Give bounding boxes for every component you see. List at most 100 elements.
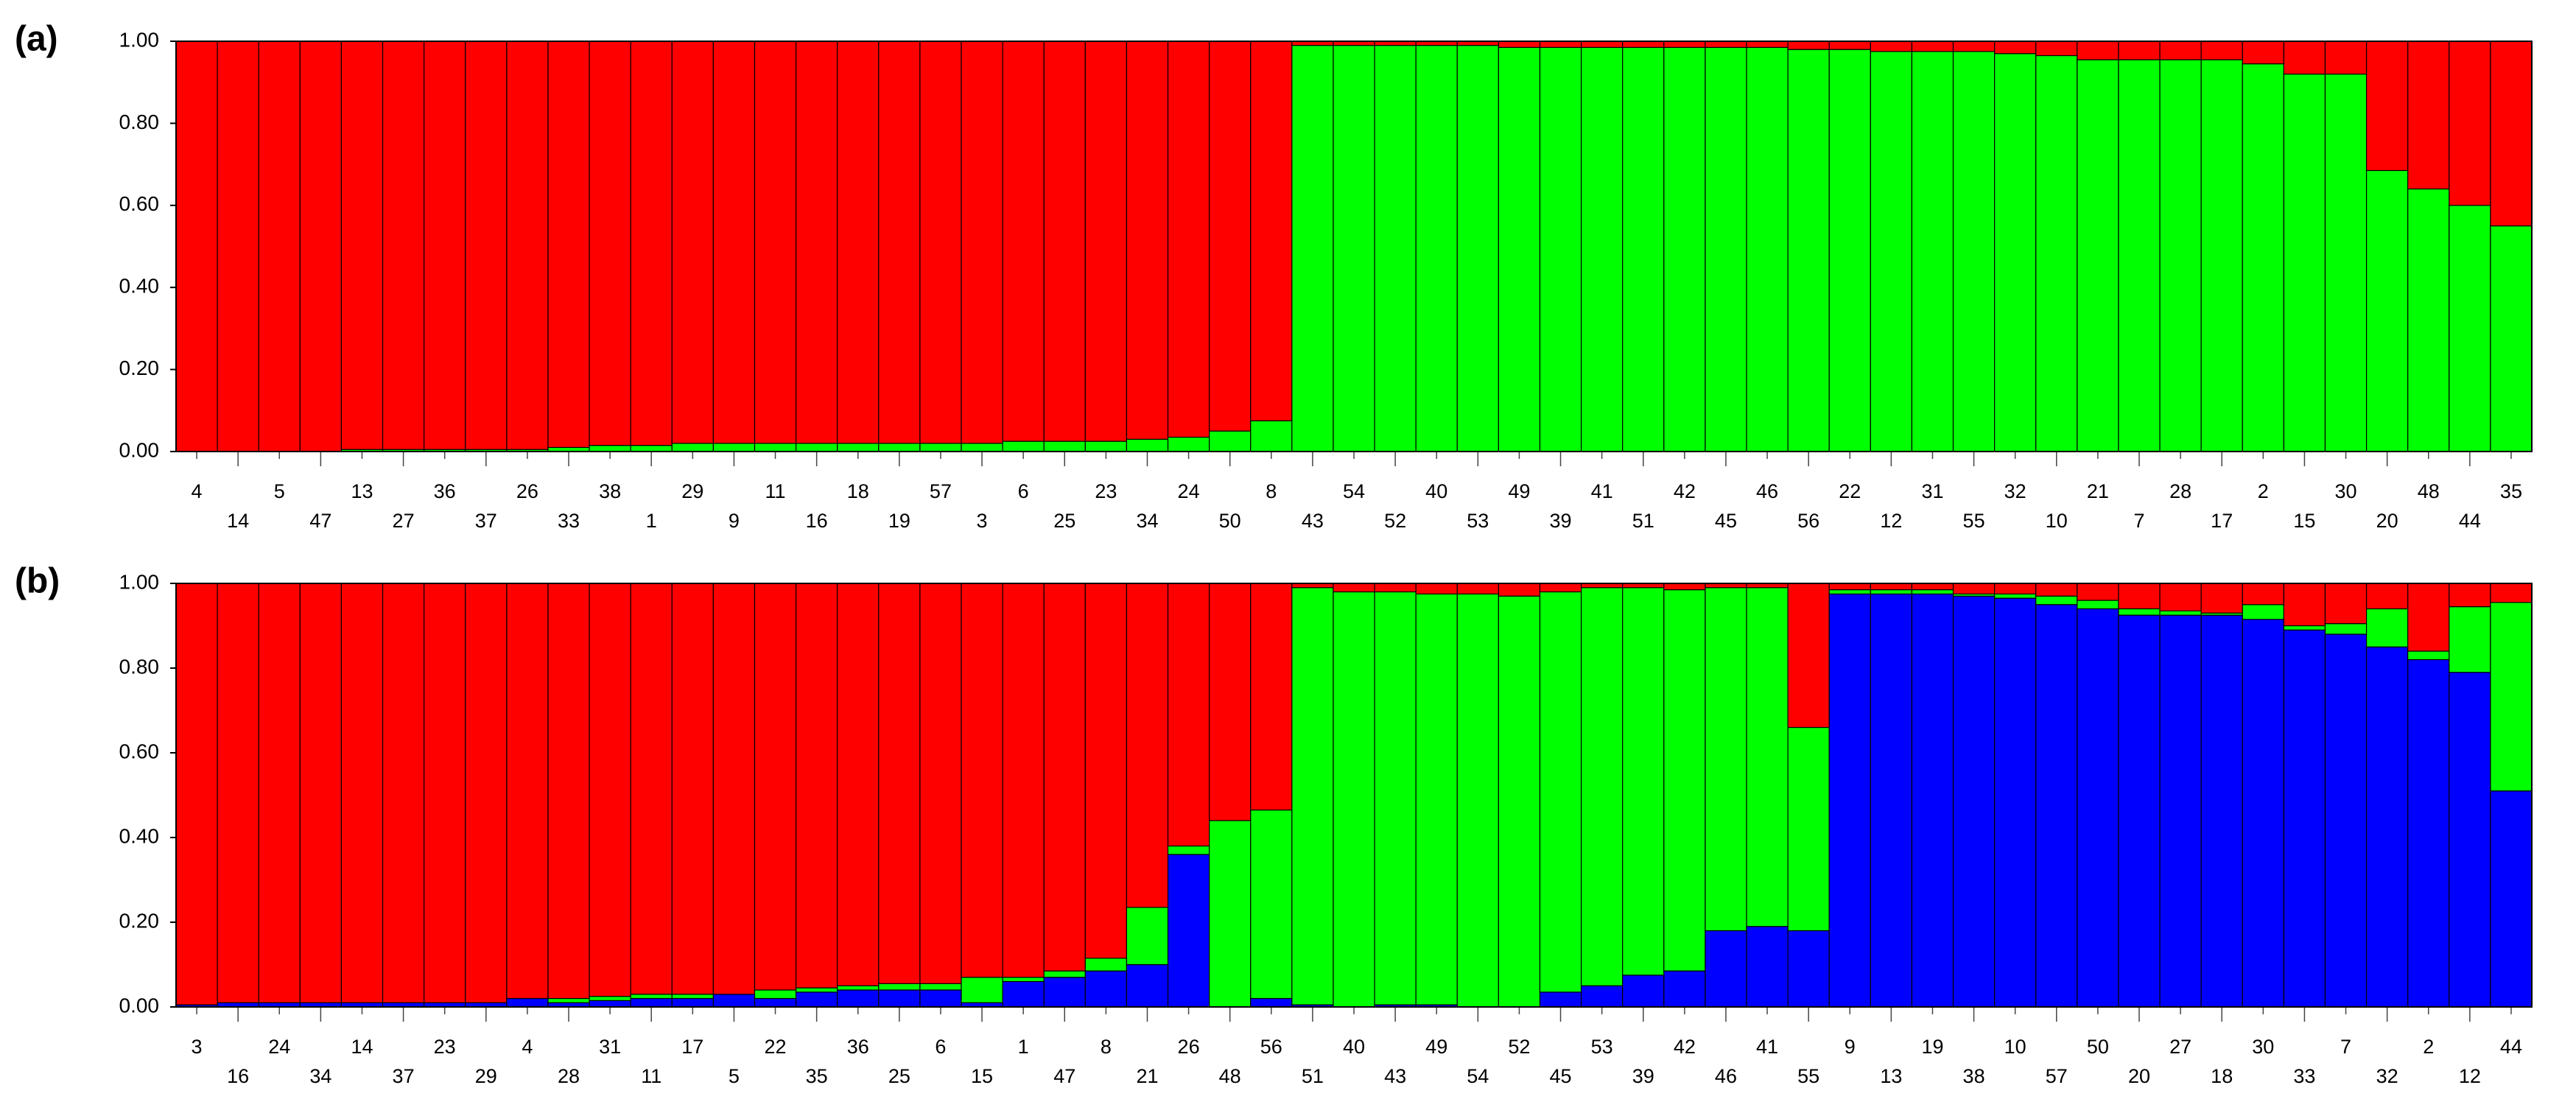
bar-segment [1167,41,1210,438]
x-tick-label: 15 [2293,510,2315,532]
bar-segment [878,41,921,444]
bar-segment [1539,41,1582,48]
bar-segment [1994,53,2037,452]
x-tick-label: 30 [2252,1036,2274,1058]
bar-segment [1333,591,1375,1008]
x-tick-label: 49 [1508,480,1530,502]
bar-segment [2159,610,2202,616]
bar-segment [1911,51,1954,452]
bar-segment [1209,820,1252,1008]
x-tick-label: 52 [1508,1036,1530,1058]
plot-frame [175,41,2533,452]
bar-segment [919,41,962,444]
bar-segment [2200,41,2243,60]
bar-segment [506,997,549,1008]
bar-segment [1084,41,1128,442]
bar-segment [1870,41,1913,52]
x-tick-label: 19 [888,510,910,532]
bar-segment [2159,41,2202,60]
bar-segment [547,583,590,1000]
x-tick-label: 5 [274,480,285,502]
bar-segment [795,987,838,993]
bar-segment [1911,583,1954,591]
y-tick-label: 0.20 [119,909,160,932]
bar-segment [1705,41,1747,48]
x-tick-label: 53 [1467,510,1489,532]
bar-segment [1209,430,1252,452]
panel-label: (a) [15,20,58,59]
bar-segment [671,583,714,995]
bar-segment [2077,583,2119,601]
bar-segment [1911,41,1954,52]
x-tick-label: 30 [2335,480,2357,502]
bar-segment [2365,169,2409,452]
bar-segment [2324,41,2368,75]
x-tick-label: 41 [1591,480,1613,502]
bar-segment [1498,41,1541,48]
bar-segment [2159,614,2202,1008]
x-tick-label: 37 [475,510,497,532]
bar-segment [1787,726,1830,932]
bar-segment [1043,41,1086,442]
x-tick-label: 20 [2376,510,2398,532]
bar-segment [878,443,921,452]
bar-segment [2283,583,2326,627]
bar-segment [1663,970,1706,1008]
bar-segment [2283,625,2326,631]
bar-segment [589,445,631,452]
bar-segment [589,996,631,1001]
bar-segment [1663,589,1706,972]
x-tick-label: 43 [1384,1065,1406,1087]
y-tick-label: 0.60 [119,740,160,762]
bar-segment [1126,41,1169,440]
bar-segment [1126,583,1169,908]
bar-segment [671,443,714,452]
x-tick-label: 23 [1095,480,1117,502]
panel: (a)0.000.200.400.600.801.004145471327363… [15,20,2533,532]
x-tick-label: 11 [641,1065,661,1087]
bar-segment [2077,59,2119,452]
x-tick-label: 56 [1260,1036,1282,1058]
x-tick-label: 33 [2293,1065,2315,1087]
bar-segment [1209,41,1252,432]
bar-segment [878,983,921,991]
bar-segment [795,41,838,444]
x-tick-label: 6 [935,1036,946,1058]
bar-segment [1374,44,1417,452]
bar-segment [1043,970,1086,978]
bar-segment [754,443,797,452]
bar-segment [1828,593,1871,1008]
bar-segment [2035,41,2078,57]
x-tick-label: 44 [2459,510,2481,532]
bar-segment [1787,49,1830,452]
bar-segment [1374,583,1417,593]
x-tick-label: 11 [765,480,786,502]
bar-segment [1498,46,1541,452]
x-tick-label: 10 [2046,510,2068,532]
bar-segment [1787,930,1830,1008]
x-tick-label: 9 [729,510,740,532]
bar-segment [424,41,466,450]
bar-segment [1828,41,1871,50]
bar-segment [1250,420,1293,452]
bar-segment [630,997,673,1008]
bar-segment [2365,608,2409,647]
bar-segment [1167,436,1210,452]
panel-label: (b) [15,562,60,601]
bar-segment [1539,591,1582,993]
bar-segment [1002,980,1045,1008]
bar-segment [2324,583,2368,625]
x-tick-label: 32 [2376,1065,2398,1087]
bar-segment [1870,583,1913,591]
bar-segment [1705,587,1747,932]
bar-segment [1952,595,1996,1008]
x-tick-label: 44 [2500,1036,2522,1058]
x-tick-label: 18 [847,480,869,502]
bar-segment [1622,975,1665,1008]
bar-segment [1043,583,1086,972]
x-tick-label: 37 [393,1065,415,1087]
bar-segment [919,443,962,452]
x-tick-label: 52 [1384,510,1406,532]
bar-segment [1705,930,1747,1008]
bar-segment [630,994,673,1000]
